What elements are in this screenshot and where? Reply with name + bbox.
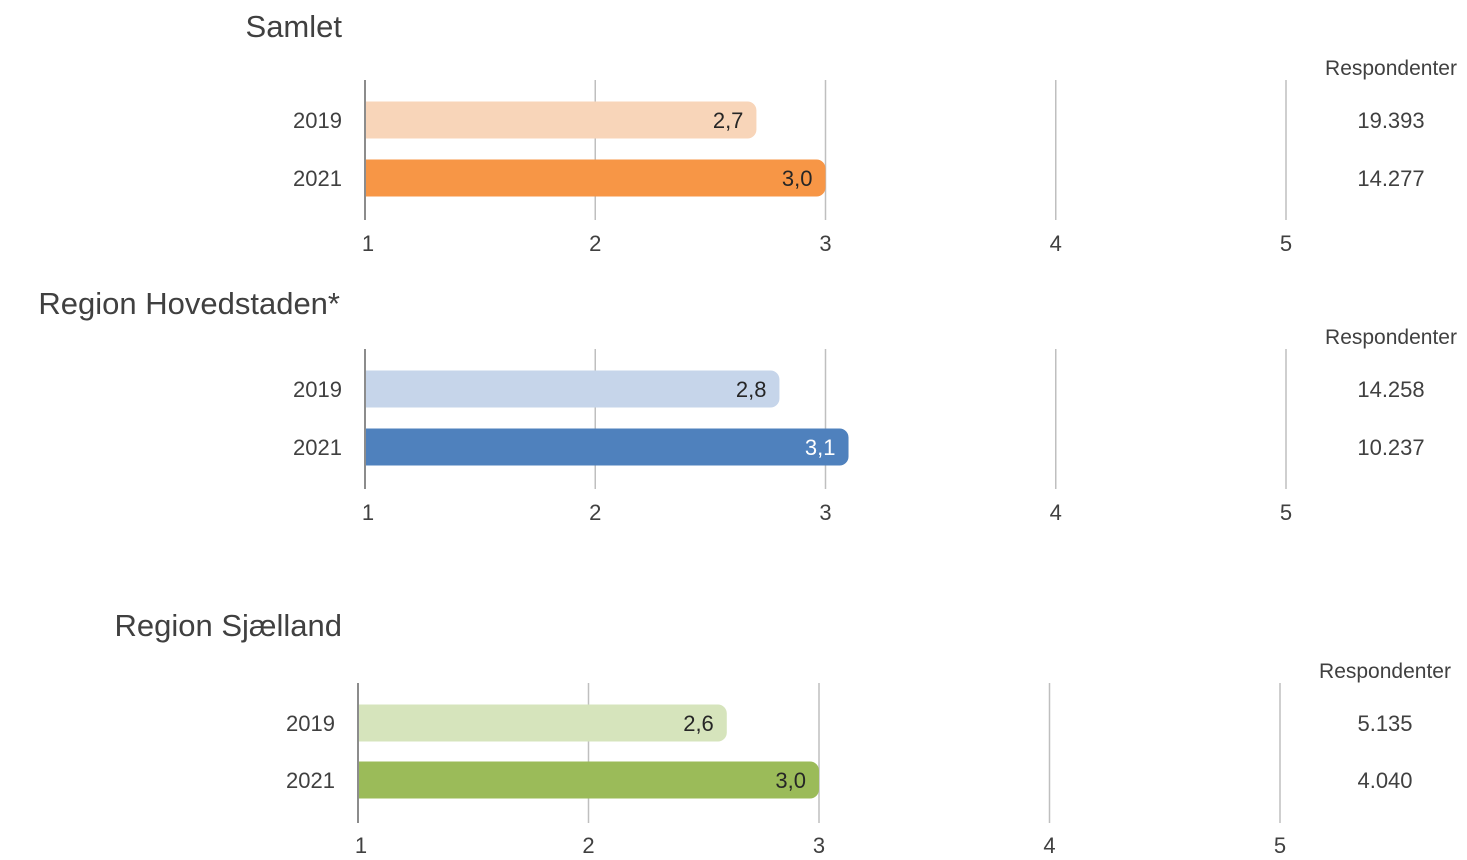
tick-label: 2	[582, 833, 594, 855]
tick-label: 3	[813, 833, 825, 855]
tick-label: 4	[1043, 833, 1055, 855]
bar-2021	[358, 761, 819, 799]
category-label: 2021	[293, 435, 342, 460]
bar-left-cap	[365, 370, 379, 408]
bar-left-cap	[365, 159, 379, 197]
category-label: 2019	[286, 711, 335, 736]
tick-label: 5	[1274, 833, 1286, 855]
category-label: 2021	[293, 166, 342, 191]
bar-left-cap	[358, 704, 372, 742]
category-label: 2021	[286, 768, 335, 793]
bar-left-cap	[358, 761, 372, 799]
chart-title: Region Hovedstaden*	[38, 286, 340, 321]
respondent-count: 14.258	[1357, 377, 1424, 402]
tick-label: 2	[589, 500, 601, 525]
bar-2021	[365, 159, 826, 197]
data-label: 2,6	[683, 711, 714, 736]
bar-left-cap	[365, 101, 379, 139]
tick-label: 5	[1280, 500, 1292, 525]
respondents-header: Respondenter	[1325, 57, 1457, 80]
data-label: 2,7	[713, 108, 744, 133]
respondent-count: 19.393	[1357, 108, 1424, 133]
bar-left-cap	[365, 428, 379, 466]
respondent-count: 14.277	[1357, 166, 1424, 191]
category-label: 2019	[293, 377, 342, 402]
data-label: 3,1	[805, 435, 836, 460]
tick-label: 4	[1050, 231, 1062, 256]
bar-2021	[365, 428, 849, 466]
respondent-count: 5.135	[1357, 711, 1412, 736]
chart-panel-3: Region Sjælland 2,6 2019 5.135 3,0 2021 4.040 1…	[115, 608, 1451, 858]
respondents-header: Respondenter	[1325, 326, 1457, 349]
respondents-header: Respondenter	[1319, 660, 1451, 683]
data-label: 3,0	[782, 166, 813, 191]
tick-label: 3	[819, 500, 831, 525]
chart-title: Region Sjælland	[115, 608, 342, 643]
bar-2019	[358, 704, 727, 742]
data-label: 3,0	[775, 768, 806, 793]
bar-2019	[365, 101, 757, 139]
data-label: 2,8	[736, 377, 767, 402]
tick-label: 1	[355, 833, 367, 855]
respondent-count: 4.040	[1357, 768, 1412, 793]
category-label: 2019	[293, 108, 342, 133]
tick-label: 3	[819, 231, 831, 256]
chart-title: Samlet	[246, 9, 343, 44]
chart-panel-2: Region Hovedstaden* 2,8 2019 14.258 3,1 2021 1…	[38, 286, 1457, 525]
tick-label: 4	[1050, 500, 1062, 525]
chart-panel-1: Samlet 2,7 2019 19.393 3,0 2021 14.277 1 2 3 4 5 Res…	[246, 9, 1457, 256]
tick-label: 2	[589, 231, 601, 256]
tick-label: 5	[1280, 231, 1292, 256]
tick-label: 1	[362, 500, 374, 525]
respondent-count: 10.237	[1357, 435, 1424, 460]
tick-label: 1	[362, 231, 374, 256]
bar-2019	[365, 370, 780, 408]
